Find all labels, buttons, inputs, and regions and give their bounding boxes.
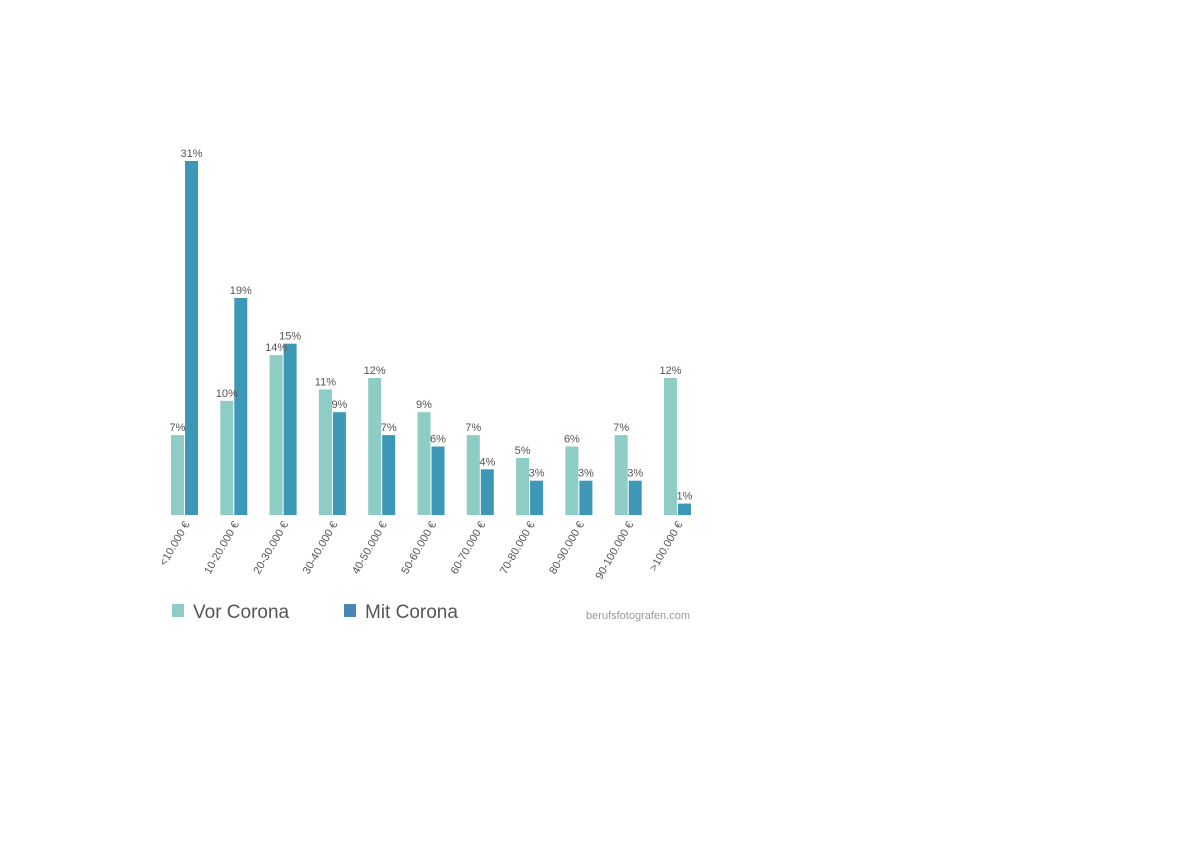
data-label-vor-corona-7: 7%: [465, 422, 481, 434]
bar-mit-corona-7: [480, 469, 494, 515]
x-tick-label-4: 30-40.000 €: [301, 520, 341, 577]
bar-vor-corona-3: [269, 355, 283, 515]
bar-vor-corona-4: [318, 389, 332, 515]
data-label-vor-corona-2: 10%: [216, 388, 238, 400]
bar-vor-corona-11: [664, 378, 677, 515]
data-label-mit-corona-9: 3%: [578, 468, 594, 480]
legend-swatch-vor-corona: [172, 604, 184, 617]
bar-mit-corona-4: [332, 412, 346, 515]
legend-label-mit-corona: Mit Corona: [365, 602, 458, 623]
data-label-mit-corona-4: 9%: [331, 399, 347, 411]
x-tick-label-11: >100.000 €: [648, 520, 686, 574]
bar-vor-corona-8: [516, 457, 530, 515]
x-tick-labels-group: <10.000 € 10-20.000 €20-30.000 €30-40.000…: [158, 520, 686, 582]
data-label-vor-corona-6: 9%: [416, 399, 432, 411]
bar-vor-corona-2: [220, 400, 234, 515]
bar-mit-corona-3: [283, 343, 297, 515]
x-tick-label-2: 10-20.000 €: [202, 520, 242, 577]
x-tick-label-3: 20-30.000 €: [251, 520, 291, 577]
bar-mit-corona-6: [431, 446, 445, 515]
legend: Vor Corona Mit Corona: [172, 602, 458, 623]
bars-group: [171, 161, 691, 515]
x-tick-label-9: 80-90.000 €: [547, 520, 587, 577]
legend-label-vor-corona: Vor Corona: [193, 602, 290, 623]
bar-vor-corona-5: [368, 378, 382, 515]
bar-vor-corona-1: [171, 435, 184, 515]
bar-mit-corona-2: [234, 298, 248, 515]
bar-mit-corona-5: [382, 435, 396, 515]
data-label-mit-corona-10: 3%: [627, 468, 643, 480]
data-label-mit-corona-11: 1%: [677, 491, 693, 503]
bar-vor-corona-9: [565, 446, 579, 515]
bar-mit-corona-1: [185, 161, 198, 515]
bar-mit-corona-11: [678, 503, 691, 515]
data-label-mit-corona-7: 4%: [479, 456, 495, 468]
data-label-vor-corona-10: 7%: [613, 422, 629, 434]
bar-mit-corona-9: [579, 480, 593, 515]
bar-vor-corona-6: [417, 412, 431, 515]
data-label-mit-corona-3: 15%: [279, 331, 301, 343]
data-label-mit-corona-2: 19%: [230, 285, 252, 297]
legend-swatch-mit-corona: [344, 604, 356, 617]
data-label-vor-corona-3: 14%: [265, 342, 287, 354]
bar-mit-corona-10: [628, 480, 642, 515]
data-label-vor-corona-5: 12%: [364, 365, 386, 377]
x-tick-label-1: <10.000 €: [158, 520, 193, 569]
bar-mit-corona-8: [530, 480, 544, 515]
data-label-vor-corona-9: 6%: [564, 434, 580, 446]
x-tick-label-5: 40-50.000 €: [350, 520, 390, 577]
data-label-mit-corona-8: 3%: [529, 468, 545, 480]
x-tick-label-6: 50-60.000 €: [399, 520, 439, 577]
x-tick-label-8: 70-80.000 €: [498, 520, 538, 577]
bar-labels-group: 7% 31% 10% 19% 14%15% 11% 9% 12% 7% 9% 6% 7% 4% 5% 3% 6…: [170, 148, 693, 503]
data-label-vor-corona-1: 7%: [170, 422, 186, 434]
source-credit: berufsfotografen.com: [586, 610, 690, 622]
data-label-vor-corona-11: 12%: [659, 365, 681, 377]
bar-vor-corona-7: [466, 435, 480, 515]
bar-vor-corona-10: [614, 435, 628, 515]
x-tick-label-10: 90-100.000 €: [593, 520, 636, 582]
data-label-mit-corona-6: 6%: [430, 434, 446, 446]
data-label-vor-corona-8: 5%: [515, 445, 531, 457]
data-label-mit-corona-5: 7%: [381, 422, 397, 434]
data-label-vor-corona-4: 11%: [315, 376, 336, 388]
data-label-mit-corona-1: 31%: [180, 148, 202, 160]
x-tick-label-7: 60-70.000 €: [449, 520, 489, 577]
